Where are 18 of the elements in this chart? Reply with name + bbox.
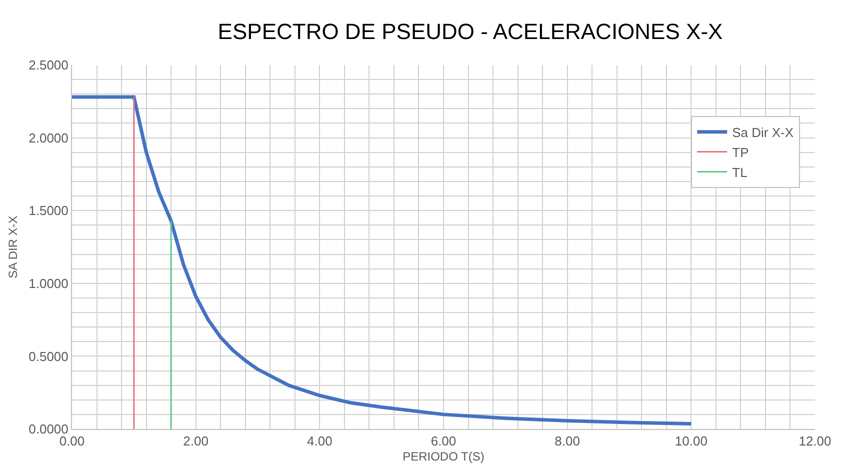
legend-label: TL [732, 164, 748, 180]
x-tick-label: 8.00 [554, 434, 580, 449]
x-tick-label: 10.00 [674, 434, 708, 449]
x-tick-label: 4.00 [307, 434, 332, 449]
y-tick-label: 0.5000 [28, 348, 68, 364]
legend-label: TP [732, 144, 749, 160]
y-tick-label: 1.0000 [28, 276, 68, 291]
y-axis-title: SA DIR X-X [6, 216, 20, 278]
legend-label: Sa Dir X-X [732, 124, 794, 140]
y-tick-label: 2.5000 [28, 58, 68, 73]
x-tick-label: 12.00 [798, 434, 832, 449]
x-tick-label: 6.00 [430, 434, 456, 449]
line-series [72, 95, 693, 426]
y-tick-label: 2.0000 [28, 130, 68, 146]
x-tick-label: 2.00 [183, 434, 208, 449]
y-tick-label: 1.5000 [28, 203, 68, 218]
x-axis-title: PERIODO T(S) [402, 450, 484, 464]
chart-title: ESPECTRO DE PSEUDO - ACELERACIONES X-X [218, 19, 724, 44]
